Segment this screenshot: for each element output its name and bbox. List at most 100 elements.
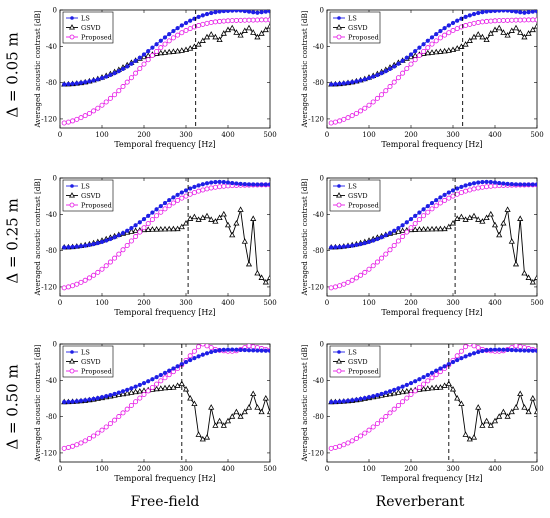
- ls-point: [116, 390, 121, 395]
- ls-point: [337, 244, 342, 250]
- ls-point: [137, 382, 142, 388]
- ls-point: [417, 210, 422, 215]
- ls-point: [492, 347, 498, 352]
- ls-point: [379, 235, 384, 240]
- legend-marker-gsvd: [336, 24, 342, 30]
- gsvd-point: [166, 384, 173, 390]
- proposed-point: [337, 118, 343, 124]
- gsvd-point: [250, 29, 257, 35]
- x-tick-label: 400: [221, 465, 234, 473]
- proposed-point: [95, 105, 101, 111]
- proposed-point: [353, 275, 359, 281]
- proposed-point: [162, 41, 168, 47]
- gsvd-point: [500, 219, 507, 226]
- ls-point: [476, 349, 481, 355]
- ls-point: [429, 370, 435, 376]
- ls-point: [362, 395, 367, 401]
- gsvd-point: [487, 30, 494, 36]
- ls-point: [62, 82, 67, 87]
- proposed-point: [158, 209, 164, 215]
- gsvd-point: [521, 269, 528, 276]
- ls-point: [417, 377, 422, 382]
- ls-point: [522, 348, 527, 353]
- proposed-point: [496, 18, 502, 24]
- ls-point: [341, 81, 346, 86]
- y-tick-label: -120: [308, 115, 324, 123]
- gsvd-point: [203, 212, 211, 219]
- proposed-point: [137, 66, 143, 72]
- proposed-point: [450, 193, 456, 199]
- ls-point: [217, 10, 222, 14]
- ls-point: [112, 235, 117, 240]
- legend-label: GSVD: [348, 358, 368, 366]
- gsvd-point: [166, 225, 173, 232]
- proposed-point: [99, 266, 105, 272]
- ls-point: [188, 18, 193, 23]
- gsvd-point: [191, 213, 198, 220]
- proposed-point: [128, 75, 134, 81]
- proposed-point: [250, 344, 256, 350]
- proposed-point: [341, 281, 347, 287]
- gsvd-point: [399, 388, 406, 395]
- ls-point: [371, 394, 376, 399]
- proposed-point: [362, 269, 368, 275]
- ls-point: [66, 245, 71, 250]
- proposed-point: [429, 375, 435, 381]
- x-tick-label: 300: [446, 299, 459, 307]
- legend-marker-gsvd: [336, 192, 342, 198]
- x-axis-label: Temporal frequency [Hz]: [114, 474, 215, 483]
- ls-point: [192, 184, 197, 190]
- proposed-point: [429, 41, 435, 47]
- ls-point: [246, 10, 252, 14]
- proposed-point: [366, 266, 372, 272]
- proposed-point: [133, 234, 139, 240]
- ls-point: [362, 240, 367, 246]
- ls-point: [221, 10, 226, 14]
- proposed-point: [475, 345, 481, 351]
- ls-point: [234, 10, 239, 13]
- ls-point: [534, 182, 537, 187]
- gsvd-point: [237, 206, 244, 212]
- ls-point: [530, 348, 535, 353]
- proposed-point: [82, 113, 88, 119]
- proposed-point: [124, 79, 130, 85]
- proposed-point: [358, 108, 364, 114]
- ls-point: [354, 242, 359, 248]
- ls-point: [125, 64, 130, 69]
- y-tick-label: -120: [308, 283, 324, 291]
- gsvd-point: [153, 226, 160, 232]
- proposed-point: [166, 203, 172, 209]
- plot-area: [328, 344, 537, 462]
- proposed-point: [133, 70, 139, 76]
- proposed-point: [70, 283, 76, 289]
- x-tick-label: 300: [446, 465, 459, 473]
- legend-label: LS: [348, 14, 357, 22]
- legend-marker-ls: [337, 350, 341, 354]
- ls-point: [513, 182, 519, 187]
- gsvd-point: [479, 218, 486, 224]
- proposed-point: [429, 206, 435, 212]
- proposed-point: [500, 17, 506, 23]
- gsvd-point: [187, 45, 194, 51]
- gsvd-point: [496, 231, 503, 238]
- ls-point: [518, 348, 523, 353]
- proposed-point: [86, 435, 92, 441]
- gsvd-point: [208, 31, 215, 37]
- ls-point: [234, 347, 239, 352]
- gsvd-point: [195, 431, 202, 437]
- y-tick-label: -120: [41, 449, 57, 457]
- gsvd-point: [521, 404, 528, 410]
- gsvd-point: [233, 29, 240, 35]
- ls-point: [70, 244, 75, 250]
- legend-marker-proposed: [69, 368, 75, 374]
- proposed-point: [141, 61, 147, 67]
- plot-area: [328, 178, 537, 296]
- gsvd-point: [191, 400, 198, 407]
- gsvd-point: [403, 387, 410, 394]
- proposed-point: [78, 279, 84, 285]
- proposed-point: [484, 18, 490, 24]
- legend-marker-ls: [337, 184, 341, 188]
- proposed-point: [158, 378, 164, 384]
- ls-point: [242, 347, 247, 353]
- gsvd-point: [424, 225, 431, 232]
